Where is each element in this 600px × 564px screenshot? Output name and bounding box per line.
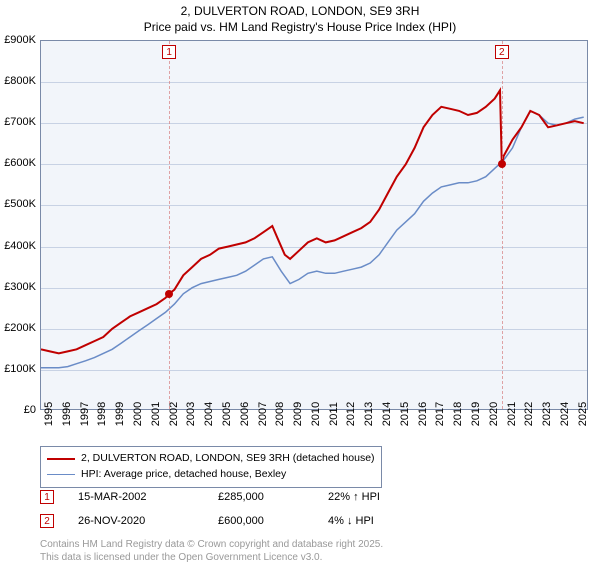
title-line-2: Price paid vs. HM Land Registry's House … [0, 20, 600, 36]
x-tick-label: 2000 [132, 402, 144, 426]
legend-swatch [47, 474, 75, 475]
y-tick-label: £400K [0, 240, 36, 252]
x-tick-label: 2015 [399, 402, 411, 426]
title-block: 2, DULVERTON ROAD, LONDON, SE9 3RH Price… [0, 0, 600, 35]
x-tick-label: 2020 [488, 402, 500, 426]
event-marker-dot [498, 160, 506, 168]
y-tick-label: £900K [0, 34, 36, 46]
x-tick-label: 2006 [239, 402, 251, 426]
y-tick-label: £800K [0, 75, 36, 87]
x-tick-label: 2021 [506, 402, 518, 426]
sales-price: £285,000 [218, 491, 328, 503]
x-tick-label: 2009 [292, 402, 304, 426]
series-svg [41, 41, 589, 411]
x-tick-label: 1999 [114, 402, 126, 426]
legend-swatch [47, 458, 75, 460]
x-tick-label: 2011 [328, 402, 340, 426]
event-line [169, 41, 170, 409]
legend-item: HPI: Average price, detached house, Bexl… [47, 467, 375, 483]
sales-row: 1 15-MAR-2002£285,00022% ↑ HPI [40, 488, 380, 506]
footer-line-2: This data is licensed under the Open Gov… [40, 551, 383, 564]
y-tick-label: £600K [0, 157, 36, 169]
sales-marker: 2 [40, 514, 54, 528]
x-tick-label: 2005 [221, 402, 233, 426]
sales-date: 26-NOV-2020 [78, 515, 218, 527]
sales-date: 15-MAR-2002 [78, 491, 218, 503]
x-tick-label: 2003 [185, 402, 197, 426]
event-line [502, 41, 503, 409]
x-tick-label: 2001 [150, 402, 162, 426]
plot-area: 12 [40, 40, 588, 410]
sales-table: 1 15-MAR-2002£285,00022% ↑ HPI 2 26-NOV-202… [40, 488, 380, 536]
x-tick-label: 1997 [79, 402, 91, 426]
legend-item: 2, DULVERTON ROAD, LONDON, SE9 3RH (deta… [47, 451, 375, 467]
sales-price: £600,000 [218, 515, 328, 527]
sales-marker: 1 [40, 490, 54, 504]
x-tick-label: 2016 [417, 402, 429, 426]
x-tick-label: 2018 [452, 402, 464, 426]
sales-delta: 4% ↓ HPI [328, 515, 374, 527]
footer-line-1: Contains HM Land Registry data © Crown c… [40, 538, 383, 551]
y-tick-label: £200K [0, 322, 36, 334]
x-tick-label: 2022 [523, 402, 535, 426]
sales-row: 2 26-NOV-2020£600,0004% ↓ HPI [40, 512, 380, 530]
event-marker-box: 2 [495, 45, 509, 59]
x-tick-label: 2014 [381, 402, 393, 426]
x-tick-label: 2008 [274, 402, 286, 426]
x-tick-label: 1995 [43, 402, 55, 426]
x-tick-label: 2013 [363, 402, 375, 426]
y-tick-label: £700K [0, 116, 36, 128]
chart-container: 2, DULVERTON ROAD, LONDON, SE9 3RH Price… [0, 0, 600, 560]
y-tick-label: £300K [0, 281, 36, 293]
x-tick-label: 2024 [559, 402, 571, 426]
x-tick-label: 2004 [203, 402, 215, 426]
y-tick-label: £100K [0, 363, 36, 375]
title-line-1: 2, DULVERTON ROAD, LONDON, SE9 3RH [0, 4, 600, 20]
sales-delta: 22% ↑ HPI [328, 491, 380, 503]
y-tick-label: £500K [0, 198, 36, 210]
legend: 2, DULVERTON ROAD, LONDON, SE9 3RH (deta… [40, 446, 382, 488]
x-tick-label: 2002 [168, 402, 180, 426]
y-tick-label: £0 [0, 404, 36, 416]
x-tick-label: 2023 [541, 402, 553, 426]
x-tick-label: 2017 [434, 402, 446, 426]
legend-label: 2, DULVERTON ROAD, LONDON, SE9 3RH (deta… [81, 451, 375, 467]
legend-label: HPI: Average price, detached house, Bexl… [81, 467, 286, 483]
event-marker-box: 1 [162, 45, 176, 59]
x-tick-label: 2019 [470, 402, 482, 426]
x-tick-label: 2010 [310, 402, 322, 426]
event-marker-dot [165, 290, 173, 298]
footer: Contains HM Land Registry data © Crown c… [40, 538, 383, 564]
x-tick-label: 2012 [345, 402, 357, 426]
x-tick-label: 2025 [577, 402, 589, 426]
x-tick-label: 2007 [257, 402, 269, 426]
x-tick-label: 1998 [96, 402, 108, 426]
x-tick-label: 1996 [61, 402, 73, 426]
